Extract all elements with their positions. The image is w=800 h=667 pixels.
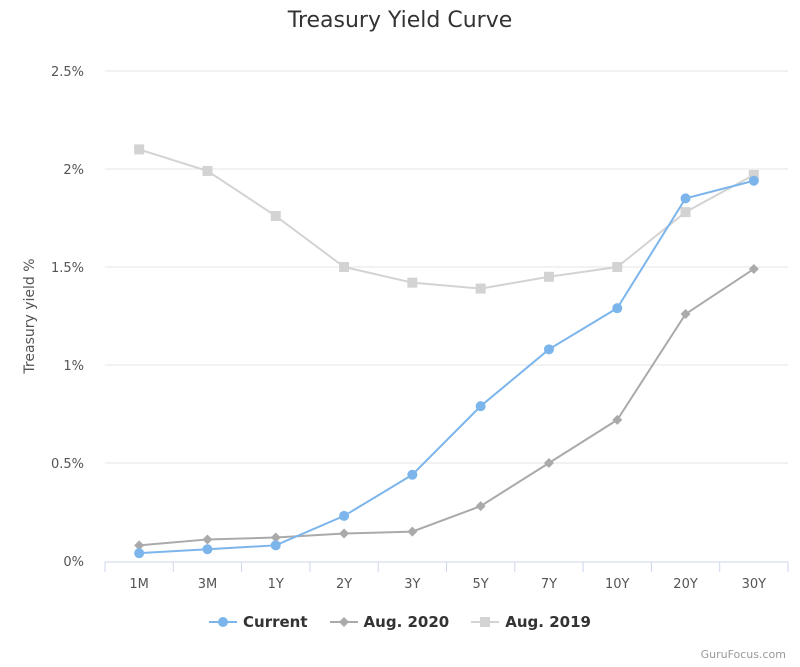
- data-point-aug-2020: [202, 534, 213, 545]
- data-point-aug-2019: [407, 277, 418, 288]
- data-point-aug-2020: [543, 458, 554, 468]
- data-point-aug-2020: [339, 528, 350, 539]
- x-tick-label: 1M: [129, 577, 149, 592]
- data-point-aug-2020: [270, 532, 281, 543]
- legend-label: Aug. 2020: [363, 613, 450, 631]
- data-point-current: [680, 193, 691, 204]
- y-axis-title: Treasury yield %: [22, 258, 38, 374]
- data-point-aug-2019: [202, 165, 213, 176]
- x-tick-label: 3M: [198, 577, 218, 592]
- x-tick-label: 20Y: [673, 577, 698, 592]
- series-line-aug-2020: [139, 268, 755, 547]
- chart-title: Treasury Yield Curve: [287, 8, 513, 33]
- data-point-aug-2019: [270, 211, 281, 222]
- x-tick-label: 3Y: [404, 577, 420, 592]
- y-tick-label: 2.5%: [51, 65, 84, 80]
- y-tick-label: 1%: [63, 359, 84, 374]
- legend-symbol-current: [209, 617, 238, 627]
- data-point-aug-2020: [407, 526, 418, 537]
- series-line-current: [139, 179, 755, 555]
- data-point-current: [612, 303, 623, 314]
- x-tick-label: 2Y: [336, 577, 352, 592]
- data-point-current: [270, 540, 281, 551]
- data-point-aug-2020: [680, 309, 691, 320]
- y-tick-label: 2%: [63, 163, 84, 178]
- series-line-aug-2019: [138, 148, 755, 290]
- x-tick-label: 7Y: [541, 577, 557, 592]
- x-tick-label: 10Y: [605, 577, 630, 592]
- data-point-aug-2019: [680, 207, 691, 218]
- x-tick-label: 30Y: [742, 577, 767, 592]
- data-point-aug-2019: [543, 271, 554, 282]
- data-point-current: [134, 548, 145, 559]
- x-tick-label: 5Y: [473, 577, 489, 592]
- data-point-aug-2020: [612, 414, 623, 425]
- legend-item-aug-2019[interactable]: Aug. 2019: [471, 613, 591, 631]
- data-point-current: [407, 469, 418, 480]
- y-tick-label: 1.5%: [51, 261, 84, 276]
- legend-symbol-aug-2019: [471, 617, 500, 627]
- data-point-aug-2020: [748, 263, 759, 274]
- credit-link[interactable]: GuruFocus.com: [700, 648, 786, 661]
- legend-item-current[interactable]: Current: [209, 613, 308, 631]
- chart-legend: Current Aug. 2020 Aug. 2019: [0, 613, 800, 631]
- legend-item-aug-2020[interactable]: Aug. 2020: [329, 613, 450, 631]
- data-point-current: [543, 344, 554, 355]
- data-point-aug-2019: [475, 283, 486, 294]
- data-point-aug-2019: [748, 169, 759, 180]
- data-point-aug-2020: [134, 540, 145, 551]
- data-point-current: [748, 175, 759, 186]
- data-point-current: [339, 510, 350, 521]
- data-point-current: [475, 401, 486, 412]
- data-point-aug-2020: [475, 501, 486, 512]
- legend-label: Current: [243, 613, 308, 631]
- data-point-aug-2019: [339, 262, 350, 272]
- y-tick-label: 0%: [63, 555, 84, 570]
- data-point-aug-2019: [612, 262, 623, 272]
- data-point-aug-2019: [134, 144, 145, 155]
- legend-marker: [218, 617, 229, 627]
- x-tick-label: 1Y: [268, 577, 284, 592]
- legend-symbol-aug-2020: [329, 617, 358, 627]
- y-tick-label: 0.5%: [51, 457, 84, 472]
- data-point-current: [202, 544, 213, 555]
- legend-marker: [480, 617, 491, 627]
- legend-marker: [338, 617, 349, 627]
- legend-label: Aug. 2019: [505, 613, 591, 631]
